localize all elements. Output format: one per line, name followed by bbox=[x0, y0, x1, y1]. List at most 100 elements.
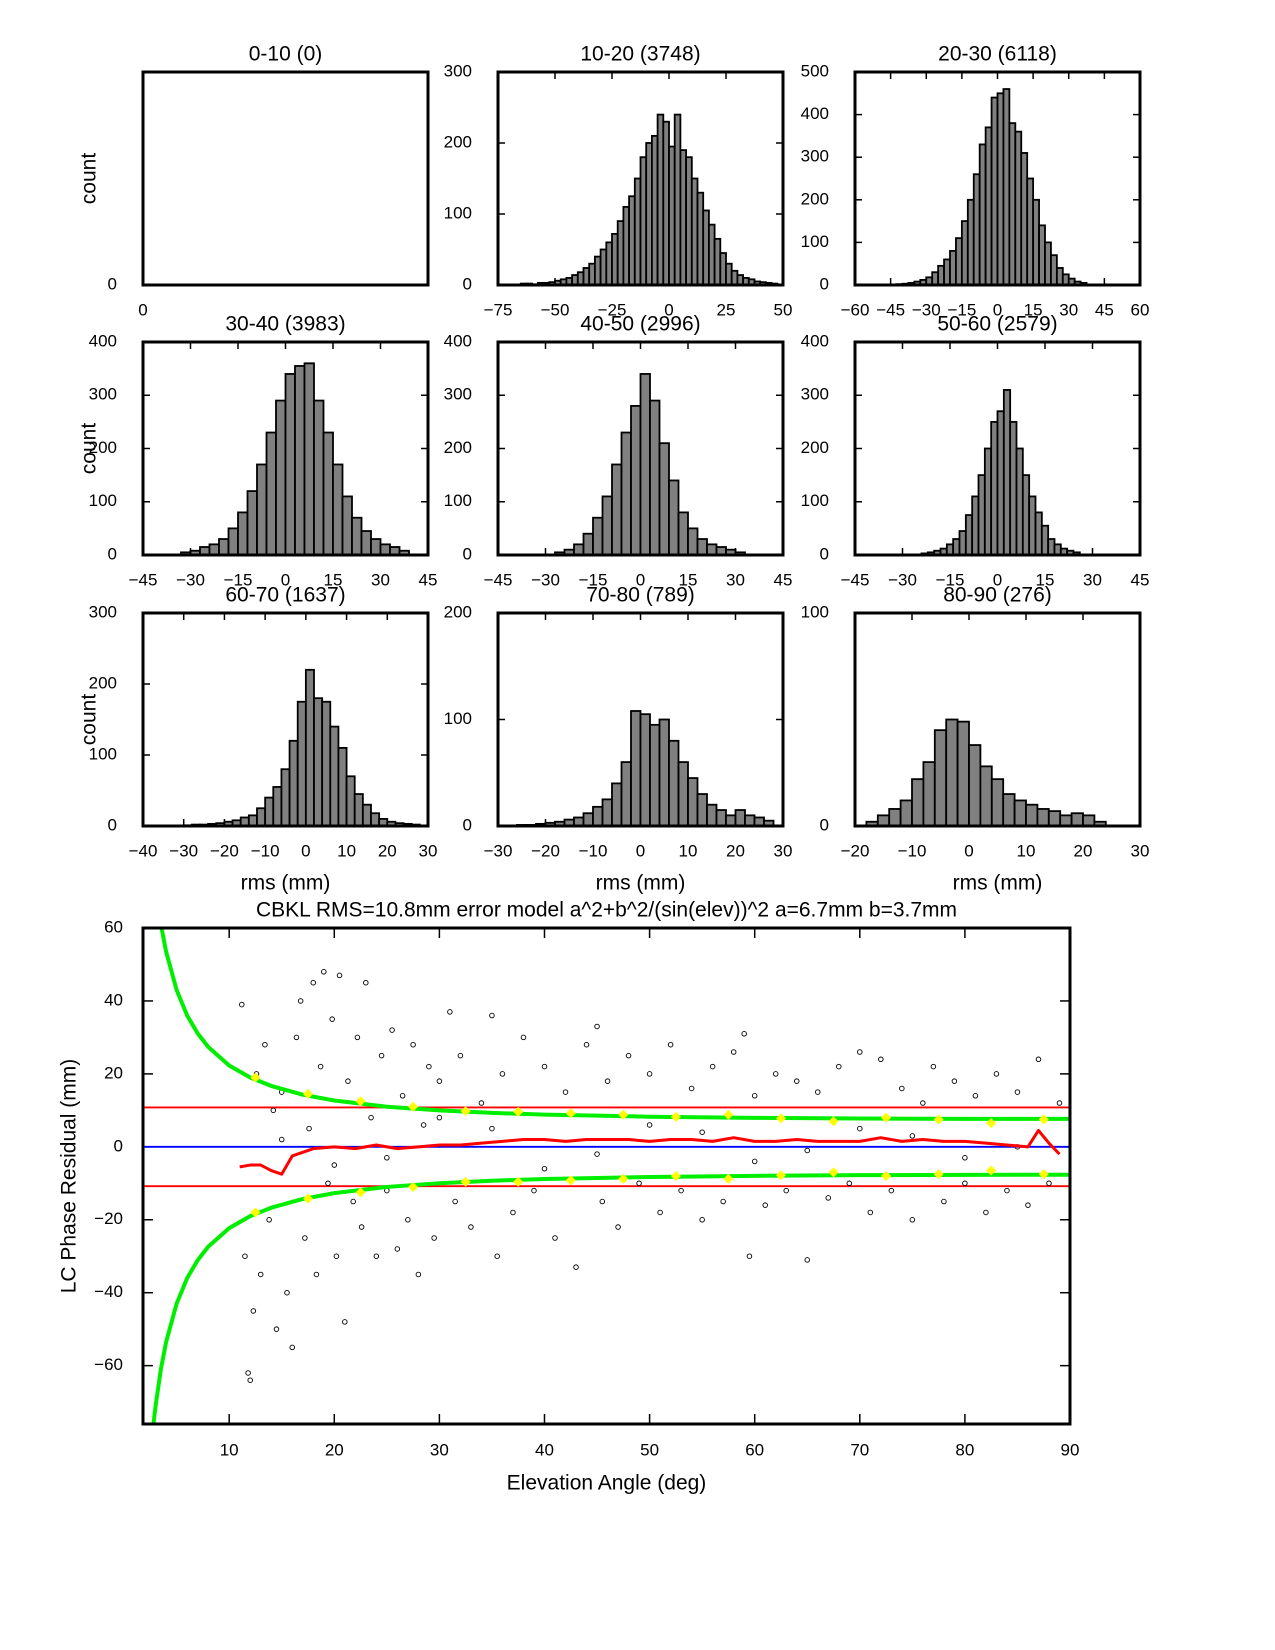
scatter-point bbox=[867, 1209, 874, 1216]
scatter-point bbox=[489, 1012, 495, 1019]
scatter-point bbox=[368, 1114, 374, 1121]
scatter-point bbox=[426, 1063, 432, 1070]
series-line bbox=[159, 928, 1070, 1121]
x-tick-label: 20 bbox=[726, 841, 745, 860]
x-tick-label: 0 bbox=[301, 841, 310, 860]
scatter-point bbox=[345, 1078, 351, 1084]
scatter-point bbox=[599, 1198, 606, 1205]
bar bbox=[1047, 538, 1056, 556]
y-tick-label: 300 bbox=[444, 61, 472, 80]
bar bbox=[264, 796, 275, 827]
scatter-point bbox=[321, 969, 327, 975]
bar bbox=[1002, 389, 1012, 556]
chart-title: 70-80 (789) bbox=[586, 584, 695, 607]
bar bbox=[696, 793, 708, 827]
chart-title: 50-60 (2579) bbox=[937, 313, 1057, 336]
y-tick-label: 300 bbox=[801, 385, 829, 404]
bar bbox=[322, 431, 334, 556]
scatter-point bbox=[625, 1052, 632, 1059]
bar bbox=[313, 399, 325, 556]
diamond-marker bbox=[775, 1113, 786, 1124]
diamond-marker bbox=[303, 1088, 314, 1099]
bar bbox=[979, 765, 993, 827]
y-tick-label: −40 bbox=[94, 1282, 123, 1301]
bar bbox=[658, 718, 670, 827]
y-tick-label: 300 bbox=[801, 147, 829, 166]
scatter-point bbox=[520, 1034, 527, 1041]
bar bbox=[288, 739, 299, 827]
scatter-point bbox=[531, 1187, 537, 1194]
x-tick-label: 60 bbox=[745, 1440, 764, 1459]
scatter-point bbox=[688, 1085, 695, 1092]
y-axis-label: count bbox=[78, 153, 101, 205]
x-tick-label: 90 bbox=[1061, 1440, 1080, 1459]
x-tick-label: 30 bbox=[1059, 300, 1078, 319]
bar bbox=[304, 668, 315, 827]
scatter-point bbox=[510, 1209, 516, 1216]
bar bbox=[341, 495, 353, 556]
y-tick-label: 200 bbox=[89, 438, 117, 457]
scatter-point bbox=[541, 1165, 548, 1172]
bar bbox=[922, 761, 936, 827]
scatter-point bbox=[594, 1151, 600, 1157]
bar bbox=[899, 799, 913, 827]
x-tick-label: −30 bbox=[912, 300, 941, 319]
bar bbox=[265, 431, 277, 556]
x-tick-label: 30 bbox=[1083, 570, 1102, 589]
scatter-point bbox=[846, 1180, 853, 1187]
plot-frame bbox=[853, 611, 1142, 828]
y-tick-label: 100 bbox=[444, 709, 472, 728]
y-tick-label: 400 bbox=[801, 331, 829, 350]
bar bbox=[649, 723, 661, 827]
bar bbox=[353, 793, 364, 827]
scatter-point bbox=[405, 1217, 411, 1223]
bar bbox=[592, 516, 604, 556]
scatter-point bbox=[350, 1198, 356, 1205]
diamond-marker bbox=[986, 1118, 997, 1129]
scatter-point bbox=[962, 1180, 968, 1187]
scatter-point bbox=[431, 1235, 437, 1241]
x-tick-label: 45 bbox=[1131, 570, 1150, 589]
scatter-point bbox=[342, 1319, 348, 1325]
scatter-point bbox=[1025, 1202, 1031, 1208]
x-tick-label: 20 bbox=[325, 1440, 344, 1459]
scatter-point bbox=[247, 1377, 253, 1383]
scatter-point bbox=[783, 1187, 789, 1194]
scatter-point bbox=[310, 979, 317, 986]
bar bbox=[1015, 447, 1024, 556]
x-tick-label: 0 bbox=[664, 300, 673, 319]
bar bbox=[649, 399, 661, 556]
diamond-marker bbox=[355, 1187, 366, 1198]
scatter-point bbox=[297, 998, 304, 1004]
scatter-point bbox=[825, 1195, 832, 1201]
scatter-point bbox=[678, 1187, 684, 1194]
x-tick-label: 50 bbox=[774, 300, 793, 319]
x-tick-label: 10 bbox=[679, 841, 698, 860]
bar bbox=[246, 490, 258, 556]
diamond-marker bbox=[408, 1181, 419, 1192]
bar bbox=[977, 474, 986, 556]
scatter-point bbox=[993, 1071, 1000, 1077]
scatter-point bbox=[699, 1217, 705, 1223]
y-tick-label: 400 bbox=[89, 331, 117, 350]
x-tick-label: −75 bbox=[484, 300, 513, 319]
x-tick-label: −30 bbox=[888, 570, 917, 589]
scatter-point bbox=[930, 1063, 937, 1070]
diamond-marker bbox=[933, 1114, 944, 1125]
scatter-point bbox=[583, 1041, 590, 1048]
bar bbox=[256, 807, 267, 827]
x-tick-label: 30 bbox=[726, 570, 745, 589]
scatter-point bbox=[646, 1122, 653, 1128]
y-tick-label: 0 bbox=[820, 544, 829, 563]
y-tick-label: −60 bbox=[94, 1355, 123, 1374]
chart-title: 80-90 (276) bbox=[943, 584, 1052, 607]
chart-title: 60-70 (1637) bbox=[225, 584, 345, 607]
bar bbox=[284, 373, 296, 556]
scatter-point bbox=[604, 1078, 611, 1084]
y-tick-label: 100 bbox=[89, 491, 117, 510]
y-axis-label: count bbox=[78, 423, 101, 475]
scatter-point bbox=[354, 1034, 361, 1041]
scatter-point bbox=[436, 1114, 443, 1121]
x-axis-label: rms (mm) bbox=[241, 872, 331, 895]
y-tick-label: 200 bbox=[444, 602, 472, 621]
